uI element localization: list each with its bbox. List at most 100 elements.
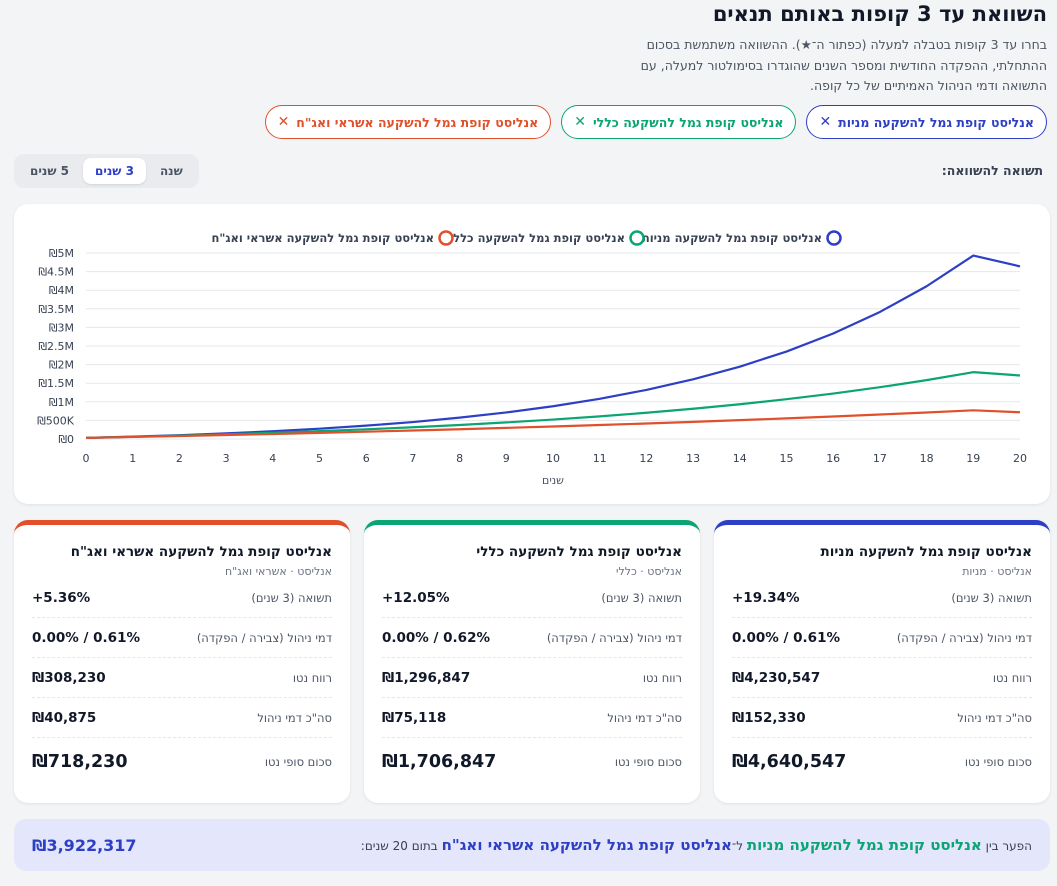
return-row: תשואה (3 שנים) +5.36%	[32, 578, 332, 618]
y-tick-label: ₪4M	[49, 284, 74, 297]
fund-card-subtitle: אנליסט · אשראי ואג"ח	[224, 565, 332, 578]
row-label: דמי ניהול (צבירה / הפקדה)	[896, 630, 1032, 645]
fund-chip-label: אנליסט קופת גמל להשקעה אשראי ואג"ח	[296, 114, 539, 130]
x-tick-label: 1	[129, 452, 136, 465]
legend-marker	[629, 230, 645, 246]
y-tick-label: ₪3M	[49, 321, 74, 334]
row-value: ₪1,296,847	[382, 669, 471, 686]
series-line-2	[85, 409, 1021, 439]
row-label: סה"כ דמי ניהול	[257, 710, 332, 725]
row-label: תשואה (3 שנים)	[251, 590, 332, 605]
page-title: השוואת עד 3 קופות באותם תנאים	[712, 2, 1047, 26]
x-tick-label: 0	[83, 452, 90, 465]
fund-chip-bonds[interactable]: אנליסט קופת גמל להשקעה אשראי ואג"ח ✕	[264, 105, 552, 139]
gap-summary-text: הפער בין אנליסט קופת גמל להשקעה מניות ל־…	[361, 836, 1032, 854]
row-label: דמי ניהול (צבירה / הפקדה)	[546, 630, 682, 645]
series-line-0	[85, 254, 1021, 439]
x-tick-label: 12	[639, 452, 653, 465]
x-tick-label: 2	[176, 452, 183, 465]
row-value: ₪308,230	[32, 669, 106, 686]
fund-chip-stocks[interactable]: אנליסט קופת גמל להשקעה מניות ✕	[806, 105, 1047, 139]
y-tick-label: ₪0	[58, 433, 74, 446]
row-value: ₪40,875	[32, 709, 97, 726]
row-label: רווח נטו	[642, 670, 682, 685]
x-tick-label: 14	[733, 452, 747, 465]
fund-chip-label: אנליסט קופת גמל להשקעה מניות	[838, 114, 1034, 130]
x-tick-label: 8	[456, 452, 463, 465]
gap-fund-a: אנליסט קופת גמל להשקעה מניות	[746, 836, 982, 854]
return-period-tabs: שנה 3 שנים 5 שנים	[14, 154, 199, 188]
fund-card-title: אנליסט קופת גמל להשקעה כללי	[476, 544, 682, 560]
gap-amount: ₪3,922,317	[32, 835, 137, 855]
selected-funds: אנליסט קופת גמל להשקעה מניות ✕ אנליסט קו…	[264, 105, 1047, 139]
fund-card-stocks: אנליסט קופת גמל להשקעה מניות אנליסט · מני…	[714, 520, 1050, 803]
row-label: סכום סופי נטו	[964, 755, 1032, 769]
gap-middle: ל־	[731, 839, 744, 853]
return-period-label: תשואה להשוואה:	[941, 163, 1043, 178]
series-line-1	[85, 371, 1021, 439]
legend-label: אנליסט קופת גמל להשקעה אשראי ואג"ח	[211, 231, 434, 245]
x-tick-label: 13	[686, 452, 700, 465]
row-label: סה"כ דמי ניהול	[957, 710, 1032, 725]
x-tick-label: 11	[593, 452, 607, 465]
fees-row: דמי ניהול (צבירה / הפקדה) 0.00% / 0.61%	[732, 618, 1032, 658]
fund-card-subtitle: אנליסט · מניות	[962, 565, 1032, 578]
growth-chart: ₪0 ₪500K ₪1M ₪1.5M ₪2M ₪2.5M ₪3M ₪3.5M ₪4M ₪4.5M ₪…	[37, 230, 1027, 487]
fund-card-bonds: אנליסט קופת גמל להשקעה אשראי ואג"ח אנליסט…	[14, 520, 350, 803]
row-value: 0.00% / 0.61%	[732, 629, 840, 646]
y-tick-label: ₪2M	[49, 359, 74, 372]
fund-card-general: אנליסט קופת גמל להשקעה כללי אנליסט · כללי…	[364, 520, 700, 803]
x-tick-label: 5	[316, 452, 323, 465]
row-value: ₪152,330	[732, 709, 806, 726]
gap-fund-b: אנליסט קופת גמל להשקעה אשראי ואג"ח	[441, 836, 732, 854]
x-tick-label: 16	[826, 452, 840, 465]
tab-1-year[interactable]: שנה	[159, 164, 183, 178]
profit-row: רווח נטו ₪4,230,547	[732, 658, 1032, 698]
close-icon[interactable]: ✕	[277, 114, 290, 130]
row-value: ₪4,230,547	[732, 669, 821, 686]
y-tick-label: ₪1M	[49, 396, 74, 409]
x-tick-label: 4	[269, 452, 276, 465]
row-value: 0.00% / 0.61%	[32, 629, 140, 646]
final-value: ₪718,230	[32, 752, 128, 772]
row-label: סכום סופי נטו	[614, 755, 682, 769]
x-tick-label: 19	[966, 452, 980, 465]
gap-suffix: בתום 20 שנים:	[360, 839, 438, 853]
legend-label: אנליסט קופת גמל להשקעה מניות	[642, 231, 822, 245]
tab-5-years[interactable]: 5 שנים	[30, 164, 69, 178]
return-row: תשואה (3 שנים) +19.34%	[732, 578, 1032, 618]
row-label: תשואה (3 שנים)	[601, 590, 682, 605]
x-tick-label: 20	[1013, 452, 1027, 465]
fees-row: דמי ניהול (צבירה / הפקדה) 0.00% / 0.61%	[32, 618, 332, 658]
total-fees-row: סה"כ דמי ניהול ₪152,330	[732, 698, 1032, 738]
tab-3-years[interactable]: 3 שנים	[82, 158, 146, 184]
row-value: +12.05%	[382, 589, 450, 606]
x-axis-title: שנים	[542, 474, 564, 487]
row-label: רווח נטו	[992, 670, 1032, 685]
fund-card-subtitle: אנליסט · כללי	[615, 565, 682, 578]
row-value: +19.34%	[732, 589, 800, 606]
fund-cards: אנליסט קופת גמל להשקעה מניות אנליסט · מני…	[14, 520, 1050, 803]
total-fees-row: סה"כ דמי ניהול ₪75,118	[382, 698, 682, 738]
y-tick-label: ₪1.5M	[38, 377, 74, 390]
row-value: ₪75,118	[382, 709, 447, 726]
close-icon[interactable]: ✕	[574, 114, 586, 130]
profit-row: רווח נטו ₪308,230	[32, 658, 332, 698]
fund-card-title: אנליסט קופת גמל להשקעה מניות	[820, 544, 1032, 560]
gap-summary: הפער בין אנליסט קופת גמל להשקעה מניות ל־…	[14, 819, 1050, 871]
fund-chip-general[interactable]: אנליסט קופת גמל להשקעה כללי ✕	[561, 105, 797, 139]
row-label: סכום סופי נטו	[264, 755, 332, 769]
y-tick-label: ₪2.5M	[38, 340, 74, 353]
y-tick-label: ₪3.5M	[38, 303, 74, 316]
x-tick-label: 10	[546, 452, 560, 465]
row-value: +5.36%	[32, 589, 91, 606]
row-label: רווח נטו	[292, 670, 332, 685]
final-row: סכום סופי נטו ₪1,706,847	[382, 738, 682, 786]
y-tick-label: ₪500K	[37, 414, 75, 427]
close-icon[interactable]: ✕	[819, 114, 832, 130]
row-label: דמי ניהול (צבירה / הפקדה)	[196, 630, 332, 645]
x-tick-label: 17	[873, 452, 887, 465]
x-tick-label: 6	[363, 452, 370, 465]
fund-card-title: אנליסט קופת גמל להשקעה אשראי ואג"ח	[70, 544, 332, 560]
fund-chip-label: אנליסט קופת גמל להשקעה כללי	[592, 114, 784, 130]
